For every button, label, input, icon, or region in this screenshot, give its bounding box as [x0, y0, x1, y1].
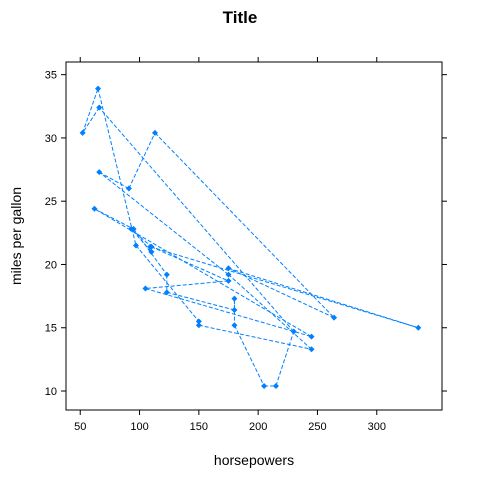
series-segment	[166, 291, 235, 311]
data-point	[96, 104, 103, 111]
data-point	[125, 185, 132, 192]
series-segment	[228, 267, 419, 329]
data-point	[308, 346, 315, 353]
data-point	[331, 314, 338, 321]
series-segment	[275, 331, 295, 387]
data-point	[163, 289, 170, 296]
series-segment	[82, 88, 99, 134]
y-tick-label: 20	[45, 259, 57, 271]
series-lines	[82, 88, 419, 387]
x-tick-label: 50	[74, 421, 86, 433]
series-segment	[97, 88, 137, 246]
data-point	[95, 85, 102, 92]
data-point	[225, 265, 232, 272]
data-point	[132, 242, 139, 249]
data-point	[142, 285, 149, 292]
x-axis-label: horsepowers	[214, 452, 294, 468]
series-segment	[98, 107, 295, 332]
data-point	[231, 295, 238, 302]
series-segment	[82, 107, 100, 134]
series-segment	[154, 132, 335, 318]
series-segment	[198, 324, 312, 350]
series-segment	[133, 228, 168, 275]
data-point	[163, 271, 170, 278]
series-segment	[130, 228, 152, 248]
y-tick-label: 35	[45, 70, 57, 82]
data-point	[225, 271, 232, 278]
data-point	[261, 382, 268, 389]
data-point	[151, 129, 158, 136]
data-point	[195, 322, 202, 329]
series-segment	[150, 246, 419, 329]
series-segment	[98, 171, 229, 275]
axis-ticks: 50 100 150 200 250 300 10 15 20 25 30 35	[45, 57, 447, 433]
series-segment	[94, 208, 134, 230]
series-segment	[98, 171, 130, 189]
plot-panel	[65, 61, 443, 411]
data-point	[231, 307, 238, 314]
data-point	[231, 322, 238, 329]
data-point	[272, 382, 279, 389]
series-segment	[145, 288, 312, 338]
y-axis-label: miles per gallon	[8, 187, 24, 285]
y-tick-label: 25	[45, 196, 57, 208]
data-point	[415, 324, 422, 331]
series-segment	[151, 246, 229, 282]
series-segment	[233, 324, 265, 387]
series-segment	[228, 274, 312, 350]
x-tick-label: 300	[368, 421, 386, 433]
data-point	[290, 328, 297, 335]
data-point	[308, 333, 315, 340]
series-segment	[135, 245, 200, 322]
data-point	[147, 243, 154, 250]
x-tick-label: 200	[249, 421, 267, 433]
chart-title: Title	[223, 8, 258, 27]
data-point	[79, 129, 86, 136]
series-segment	[94, 208, 312, 338]
y-tick-label: 10	[45, 386, 57, 398]
series-segment	[145, 280, 229, 290]
series-segment	[228, 267, 335, 319]
series-points	[79, 85, 422, 389]
data-point	[96, 169, 103, 176]
x-tick-label: 150	[190, 421, 208, 433]
x-tick-label: 100	[130, 421, 148, 433]
y-tick-label: 15	[45, 323, 57, 335]
series-segment	[128, 132, 156, 189]
x-tick-label: 250	[308, 421, 326, 433]
data-point	[195, 318, 202, 325]
data-point	[130, 226, 137, 233]
y-tick-label: 30	[45, 133, 57, 145]
data-point	[148, 248, 155, 255]
data-point	[225, 277, 232, 284]
data-point	[91, 205, 98, 212]
